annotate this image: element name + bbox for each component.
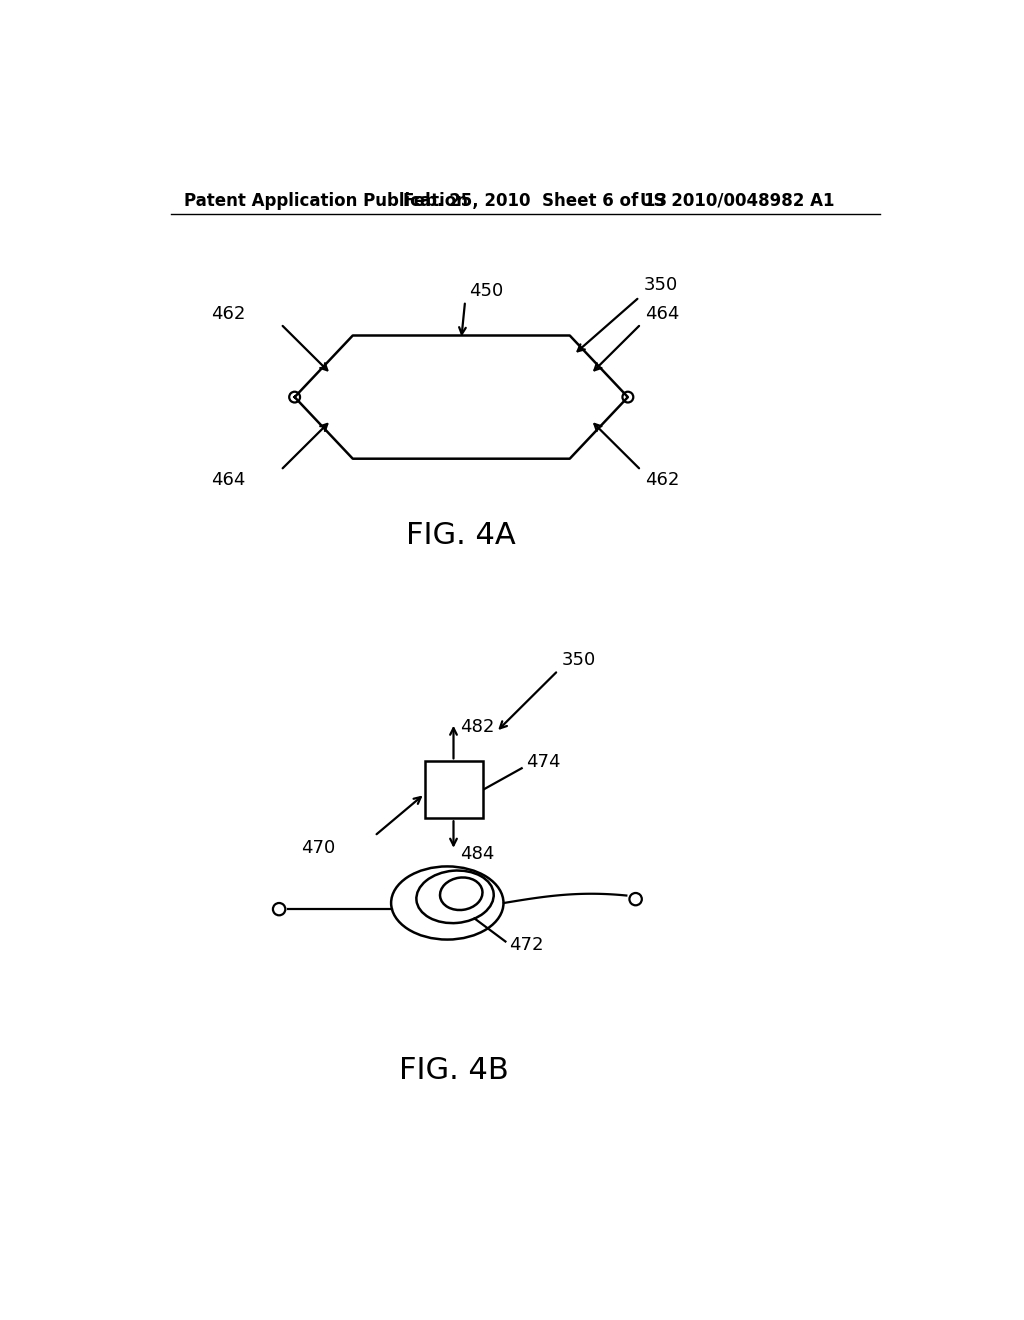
Text: 484: 484 [460,846,494,863]
Text: 462: 462 [211,305,246,323]
Text: 464: 464 [211,471,246,490]
Text: US 2010/0048982 A1: US 2010/0048982 A1 [640,191,834,210]
Text: 464: 464 [645,305,679,323]
Text: 474: 474 [525,754,560,771]
Text: 472: 472 [509,936,544,954]
Text: 470: 470 [301,838,336,857]
Text: 350: 350 [562,652,596,669]
Text: 482: 482 [460,718,494,735]
Text: 462: 462 [645,471,679,490]
Text: FIG. 4A: FIG. 4A [407,521,516,550]
Text: 350: 350 [643,276,678,294]
Bar [425,760,483,818]
Text: Patent Application Publication: Patent Application Publication [183,191,468,210]
Text: 450: 450 [469,282,503,300]
Text: Feb. 25, 2010  Sheet 6 of 13: Feb. 25, 2010 Sheet 6 of 13 [403,191,668,210]
Text: FIG. 4B: FIG. 4B [398,1056,508,1085]
